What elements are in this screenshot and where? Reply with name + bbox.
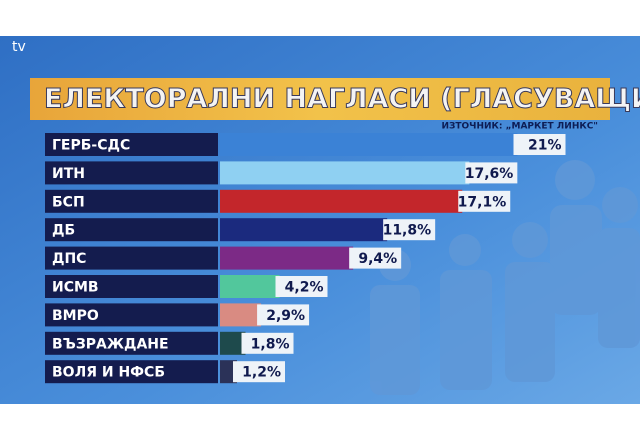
category-cell bbox=[45, 331, 218, 355]
category-cell bbox=[45, 161, 218, 185]
category-cell bbox=[45, 303, 218, 327]
value-box bbox=[513, 134, 566, 155]
value-box bbox=[275, 276, 328, 297]
value-box bbox=[465, 162, 518, 184]
bar bbox=[220, 303, 262, 327]
category-label: ВЪЗРАЖДАНЕ bbox=[52, 336, 169, 352]
category-label: ДПС bbox=[52, 251, 86, 267]
bar bbox=[220, 275, 280, 298]
value-label: 21% bbox=[528, 138, 562, 154]
bar bbox=[220, 331, 246, 355]
category-cell bbox=[45, 246, 218, 270]
category-cell bbox=[45, 275, 218, 298]
value-box bbox=[349, 247, 402, 269]
category-label: ВМРО bbox=[52, 308, 99, 324]
bar bbox=[220, 246, 354, 270]
value-label: 17,1% bbox=[458, 194, 507, 210]
value-label: 1,8% bbox=[251, 336, 290, 352]
value-label: 9,4% bbox=[358, 251, 397, 267]
category-label: ДБ bbox=[52, 223, 75, 239]
category-label: ИТН bbox=[52, 166, 85, 182]
value-box bbox=[241, 332, 294, 354]
value-box bbox=[383, 219, 436, 241]
bar bbox=[220, 133, 518, 156]
title-band bbox=[30, 78, 610, 120]
bar bbox=[220, 360, 237, 384]
category-label: ВОЛЯ И НФСБ bbox=[52, 365, 165, 381]
bar bbox=[220, 189, 463, 213]
category-label: БСП bbox=[52, 194, 85, 210]
value-label: 4,2% bbox=[285, 280, 324, 296]
chart-title: ЕЛЕКТОРАЛНИ НАГЛАСИ (ГЛАСУВАЩИ) bbox=[44, 84, 640, 115]
bar bbox=[220, 161, 470, 185]
value-box bbox=[458, 190, 511, 212]
value-label: 1,2% bbox=[242, 365, 281, 381]
bottom-border bbox=[0, 404, 640, 439]
value-box bbox=[233, 361, 285, 383]
value-label: 17,6% bbox=[465, 166, 514, 182]
value-label: 2,9% bbox=[266, 308, 305, 324]
category-label: ИСМВ bbox=[52, 280, 99, 296]
category-cell bbox=[45, 360, 218, 384]
channel-logo: tv bbox=[12, 39, 26, 55]
people-silhouettes bbox=[370, 160, 640, 395]
category-cell bbox=[45, 133, 218, 156]
bar bbox=[220, 218, 388, 242]
category-label: ГЕРБ-СДС bbox=[52, 138, 130, 154]
category-cell bbox=[45, 189, 218, 213]
value-box bbox=[257, 304, 310, 326]
value-label: 11,8% bbox=[383, 223, 432, 239]
source-note: ИЗТОЧНИК: „МАРКЕТ ЛИНКС" bbox=[441, 122, 598, 132]
category-cell bbox=[45, 218, 218, 242]
